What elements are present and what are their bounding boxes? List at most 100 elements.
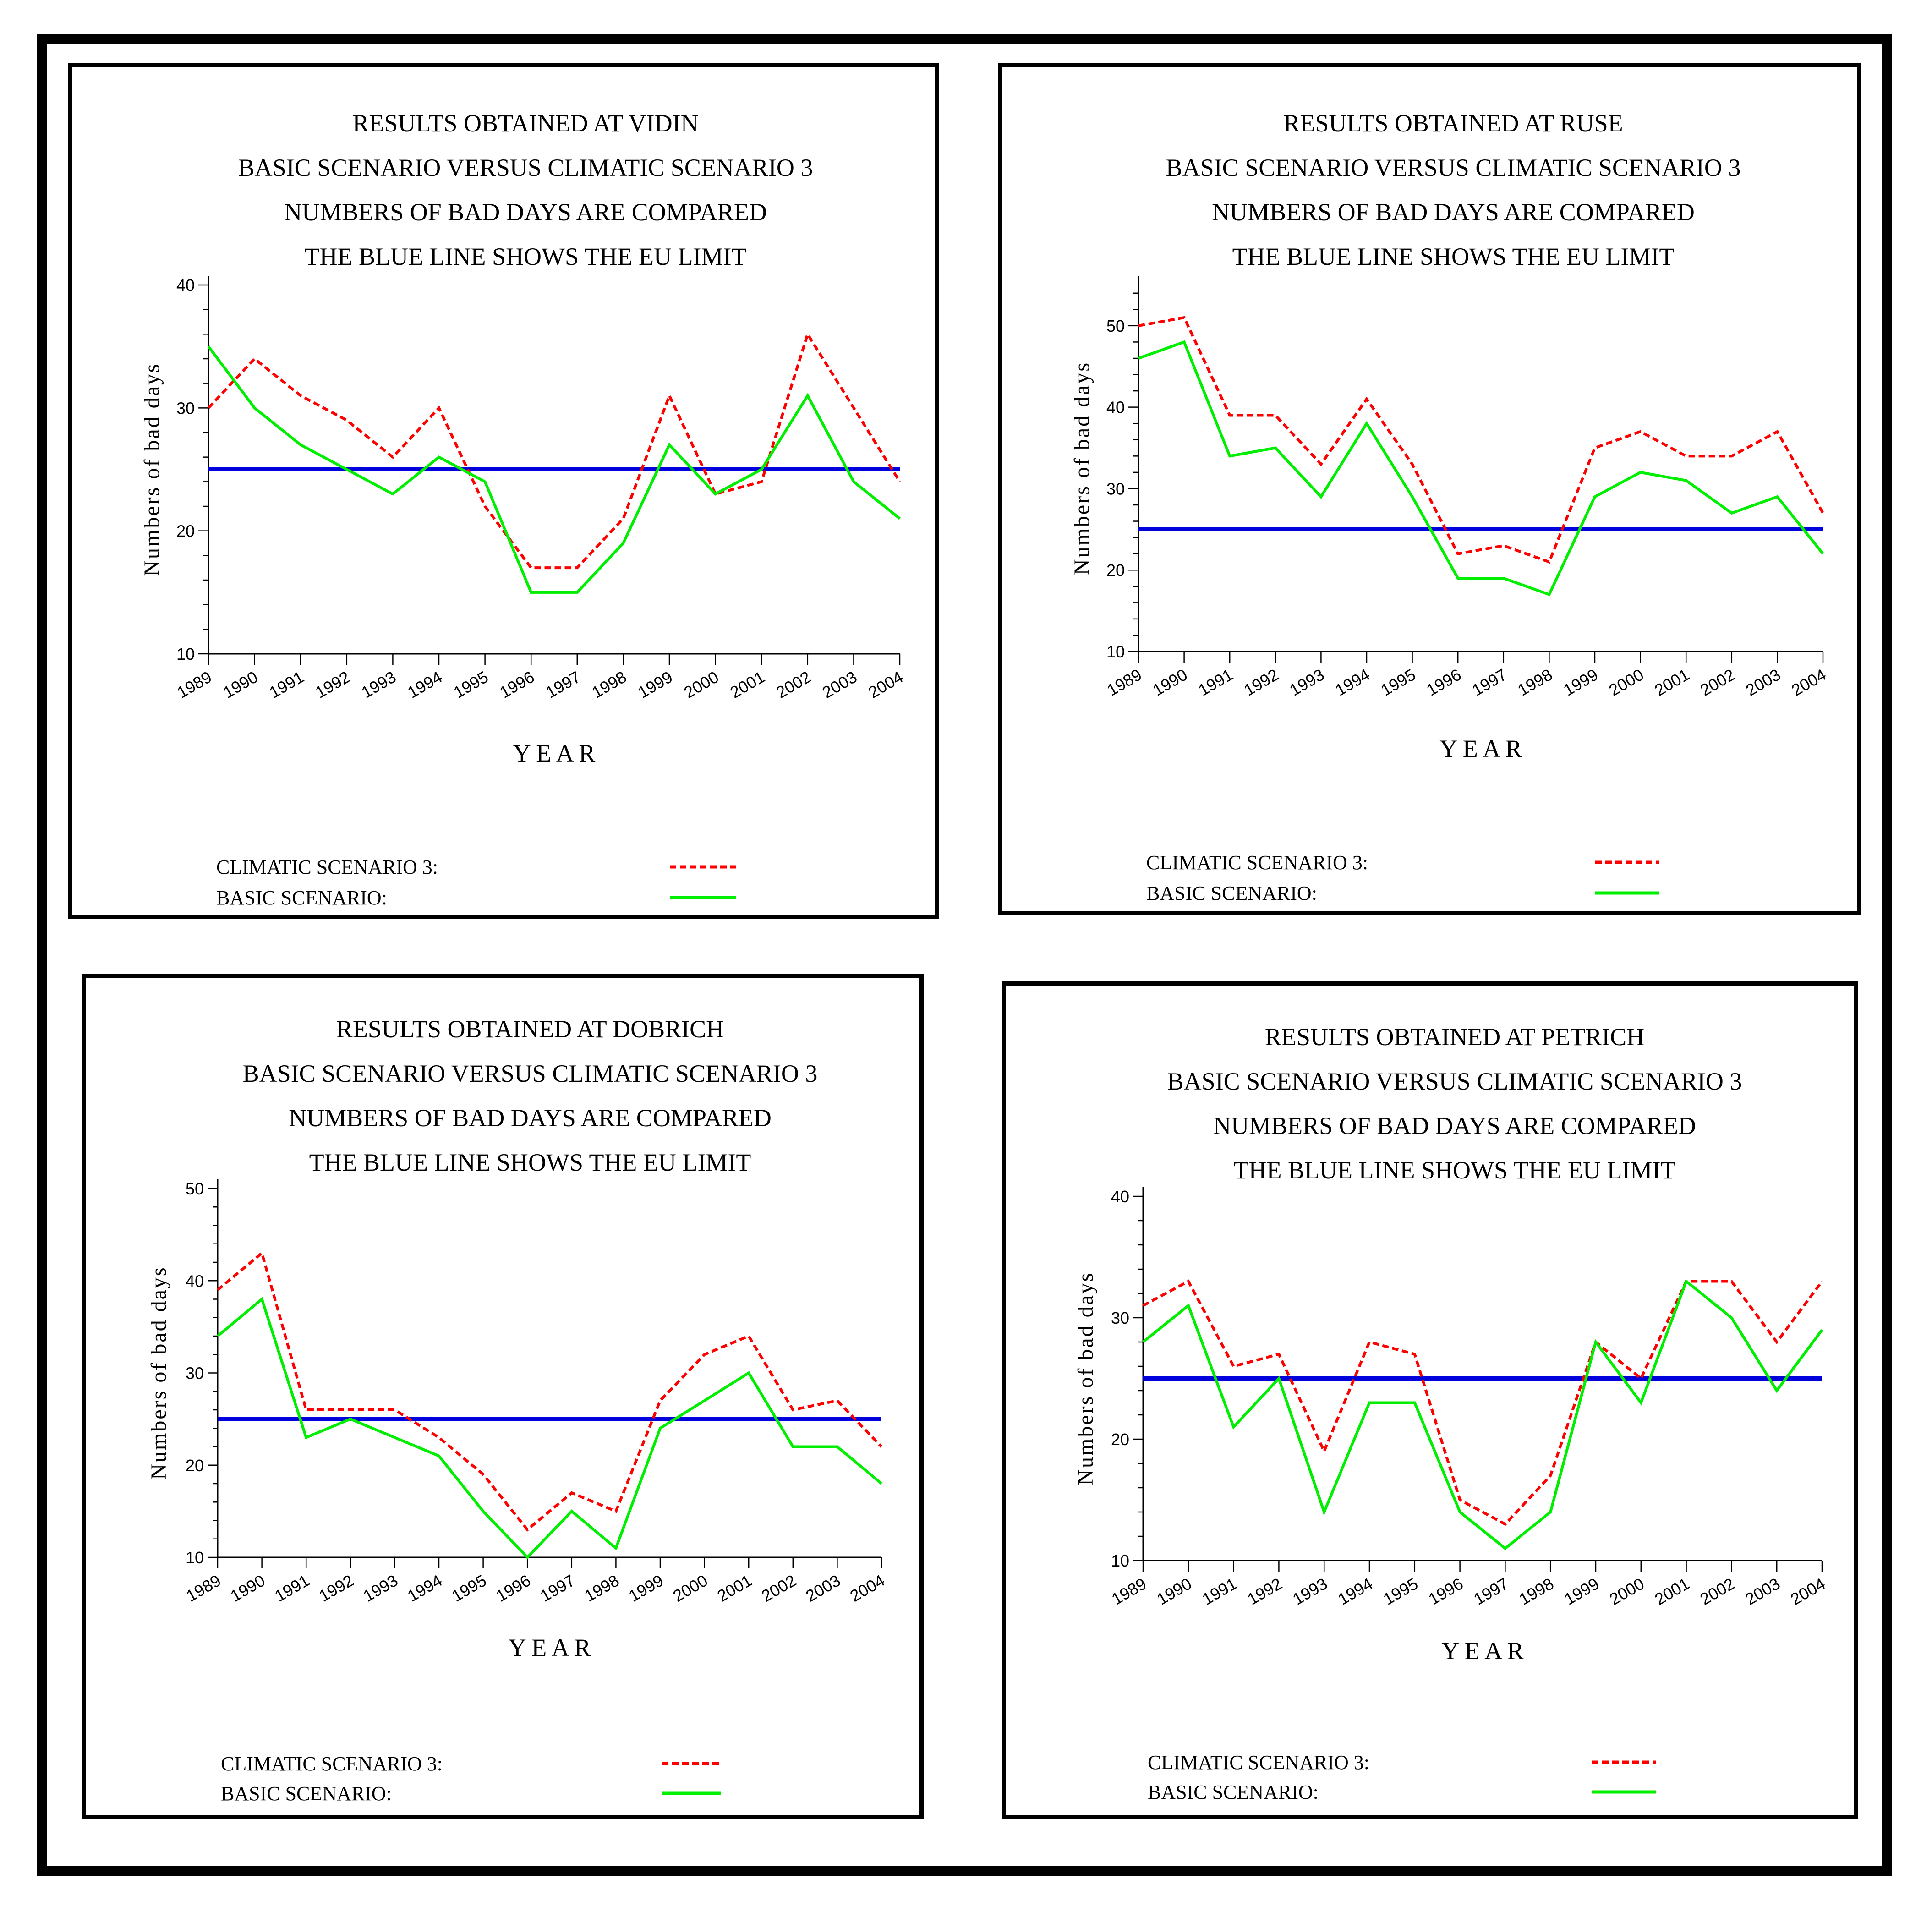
- x-tick-label: 1994: [1335, 1574, 1376, 1609]
- x-tick-label: 1992: [316, 1571, 357, 1605]
- x-tick-label: 2004: [865, 667, 906, 702]
- x-tick-label: 1989: [174, 667, 215, 702]
- x-tick-label: 1990: [1149, 665, 1191, 700]
- chart-title-line: RESULTS OBTAINED AT DOBRICH: [336, 1015, 724, 1043]
- x-tick-label: 1993: [1286, 665, 1328, 700]
- y-tick-label: 50: [1106, 317, 1125, 335]
- x-tick-label: 1997: [1471, 1574, 1512, 1609]
- x-tick-label: 1990: [220, 667, 261, 702]
- x-tick-label: 2001: [1651, 665, 1692, 700]
- x-tick-label: 1997: [1469, 665, 1510, 700]
- x-tick-label: 1989: [1104, 665, 1145, 700]
- panel-petrich: RESULTS OBTAINED AT PETRICH BASIC SCENARI…: [1002, 981, 1858, 1819]
- legend-label: CLIMATIC SCENARIO 3:: [1146, 851, 1368, 874]
- legend-label: CLIMATIC SCENARIO 3:: [216, 856, 438, 878]
- y-tick-label: 10: [1106, 642, 1125, 661]
- y-axis-label: Numbers of bad days: [1073, 1271, 1098, 1485]
- y-tick-label: 30: [186, 1364, 204, 1383]
- chart-title-line: BASIC SCENARIO VERSUS CLIMATIC SCENARIO …: [1166, 154, 1741, 181]
- x-tick-label: 1999: [625, 1571, 667, 1605]
- x-tick-label: 2002: [1697, 665, 1738, 700]
- y-tick-label: 40: [186, 1271, 204, 1290]
- legend-label: BASIC SCENARIO:: [1148, 1781, 1319, 1803]
- x-tick-label: 1990: [1154, 1574, 1195, 1609]
- series-line-basic-scenario: [1138, 340, 1824, 597]
- legend-label: BASIC SCENARIO:: [216, 887, 387, 909]
- chart-title-line: NUMBERS OF BAD DAYS ARE COMPARED: [284, 198, 767, 226]
- legend-label: CLIMATIC SCENARIO 3:: [1148, 1751, 1369, 1774]
- x-tick-label: 1999: [1560, 665, 1601, 700]
- x-tick-label: 1994: [404, 667, 445, 702]
- y-tick-label: 20: [176, 522, 195, 541]
- x-tick-label: 1996: [1423, 665, 1464, 700]
- y-tick-label: 20: [1106, 561, 1125, 580]
- series-line-climatic-scenario-3: [1142, 1279, 1823, 1526]
- x-tick-label: 1999: [1561, 1574, 1602, 1609]
- series-line-basic-scenario: [1142, 1279, 1823, 1550]
- chart-title-line: BASIC SCENARIO VERSUS CLIMATIC SCENARIO …: [238, 154, 813, 181]
- x-tick-label: 1998: [589, 667, 630, 702]
- chart-dobrich: RESULTS OBTAINED AT DOBRICH BASIC SCENARI…: [147, 1015, 888, 1805]
- series-line-climatic-scenario-3: [217, 1250, 883, 1532]
- y-tick-label: 10: [176, 645, 195, 663]
- x-tick-label: 1992: [1244, 1574, 1286, 1609]
- chart-title-line: RESULTS OBTAINED AT RUSE: [1283, 110, 1623, 137]
- series-line-basic-scenario: [207, 345, 901, 594]
- x-tick-label: 2001: [727, 667, 768, 702]
- x-axis-label: Y E A R: [1439, 735, 1522, 762]
- x-tick-label: 2001: [1652, 1574, 1693, 1609]
- x-tick-label: 1991: [271, 1571, 312, 1605]
- x-tick-label: 1991: [266, 667, 307, 702]
- y-tick-label: 40: [1106, 398, 1125, 417]
- chart-title-line: BASIC SCENARIO VERSUS CLIMATIC SCENARIO …: [243, 1060, 818, 1087]
- chart-vidin: RESULTS OBTAINED AT VIDIN BASIC SCENARIO …: [140, 110, 906, 909]
- y-axis-label: Numbers of bad days: [140, 362, 164, 576]
- y-tick-label: 30: [1106, 479, 1125, 498]
- chart-title-line: NUMBERS OF BAD DAYS ARE COMPARED: [1213, 1112, 1696, 1140]
- chart-title-line: NUMBERS OF BAD DAYS ARE COMPARED: [1212, 198, 1695, 226]
- y-axis-label: Numbers of bad days: [147, 1266, 171, 1479]
- x-tick-label: 1989: [183, 1571, 224, 1605]
- x-axis-label: Y E A R: [1441, 1637, 1524, 1665]
- y-tick-label: 20: [1111, 1430, 1129, 1449]
- x-tick-label: 2004: [1787, 1574, 1828, 1609]
- series-line-basic-scenario: [217, 1297, 882, 1560]
- x-tick-label: 2003: [1742, 1574, 1783, 1609]
- x-tick-label: 1994: [404, 1571, 445, 1605]
- x-tick-label: 1992: [312, 667, 353, 702]
- x-tick-label: 2000: [670, 1571, 711, 1605]
- x-tick-label: 1999: [635, 667, 676, 702]
- x-tick-label: 2002: [1697, 1574, 1738, 1609]
- y-tick-label: 10: [1111, 1551, 1129, 1570]
- x-tick-label: 2004: [1788, 665, 1829, 700]
- x-tick-label: 2001: [714, 1571, 755, 1605]
- chart-title-line: NUMBERS OF BAD DAYS ARE COMPARED: [289, 1104, 772, 1132]
- panel-ruse: RESULTS OBTAINED AT RUSE BASIC SCENARIO V…: [998, 63, 1861, 915]
- x-tick-label: 2002: [758, 1571, 799, 1605]
- x-tick-label: 1995: [449, 1571, 490, 1605]
- x-tick-label: 1996: [1425, 1574, 1467, 1609]
- x-tick-label: 1992: [1241, 665, 1282, 700]
- y-tick-label: 30: [1111, 1309, 1129, 1327]
- x-tick-label: 2000: [1606, 1574, 1647, 1609]
- panel-dobrich: RESULTS OBTAINED AT DOBRICH BASIC SCENARI…: [82, 974, 924, 1819]
- x-tick-label: 1995: [1380, 1574, 1421, 1609]
- x-tick-label: 1993: [360, 1571, 401, 1605]
- legend-label: BASIC SCENARIO:: [221, 1782, 392, 1805]
- chart-title-line: BASIC SCENARIO VERSUS CLIMATIC SCENARIO …: [1167, 1068, 1742, 1095]
- x-tick-label: 2003: [803, 1571, 844, 1605]
- panel-vidin: RESULTS OBTAINED AT VIDIN BASIC SCENARIO …: [68, 63, 939, 919]
- x-tick-label: 1990: [227, 1571, 268, 1605]
- y-tick-label: 20: [186, 1456, 204, 1475]
- y-tick-label: 40: [176, 276, 195, 295]
- x-tick-label: 1993: [1289, 1574, 1330, 1609]
- y-tick-label: 50: [186, 1179, 204, 1198]
- x-tick-label: 2003: [1743, 665, 1784, 700]
- x-tick-label: 1996: [493, 1571, 534, 1605]
- chart-title-line: THE BLUE LINE SHOWS THE EU LIMIT: [1232, 243, 1675, 270]
- chart-petrich: RESULTS OBTAINED AT PETRICH BASIC SCENARI…: [1073, 1023, 1828, 1803]
- x-tick-label: 1998: [1516, 1574, 1557, 1609]
- outer-frame: [37, 34, 1892, 1876]
- y-axis-label: Numbers of bad days: [1070, 362, 1094, 575]
- x-tick-label: 1994: [1332, 665, 1373, 700]
